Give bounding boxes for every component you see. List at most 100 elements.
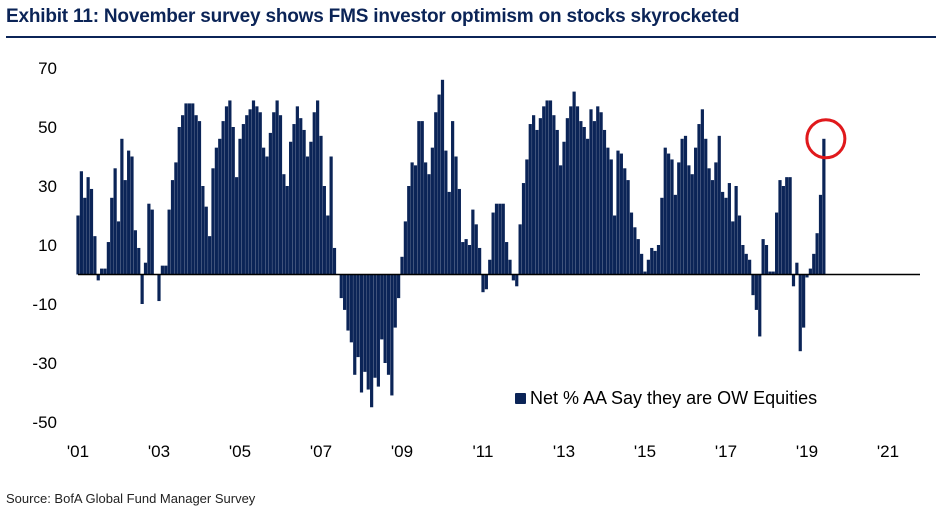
bar	[268, 132, 272, 275]
bar	[319, 135, 323, 275]
bar	[721, 191, 725, 275]
bar	[511, 274, 515, 281]
bar	[521, 183, 526, 275]
x-tick-label: '13	[553, 442, 575, 461]
bar	[238, 138, 242, 275]
bar	[683, 135, 688, 275]
bar	[457, 188, 461, 275]
bar	[106, 242, 110, 275]
y-tick-label: 50	[38, 118, 57, 137]
bar	[505, 242, 509, 275]
bar	[181, 115, 185, 275]
bar	[208, 236, 212, 275]
bar	[289, 141, 293, 275]
bar	[586, 138, 590, 275]
highlight-circle	[805, 118, 847, 160]
bar	[623, 168, 627, 275]
bar	[137, 247, 141, 275]
bar	[370, 274, 374, 408]
bar	[552, 115, 556, 275]
bar	[822, 138, 826, 275]
bar	[140, 274, 144, 304]
bar	[808, 268, 812, 275]
bar	[255, 106, 259, 275]
bar	[741, 245, 745, 275]
bar	[454, 156, 458, 275]
bar	[791, 274, 796, 287]
bar	[164, 265, 168, 275]
bar	[602, 129, 607, 275]
bar	[150, 209, 154, 275]
bar	[157, 274, 161, 302]
bar	[312, 112, 316, 275]
legend-swatch	[515, 393, 526, 404]
bar	[127, 150, 131, 275]
bar	[147, 203, 151, 275]
bar	[245, 115, 249, 275]
bar	[214, 147, 218, 275]
bar	[262, 147, 266, 275]
bar	[437, 94, 441, 275]
bar	[606, 147, 610, 275]
bar	[555, 129, 559, 275]
bars	[76, 79, 826, 408]
bar	[177, 127, 181, 275]
bar	[120, 138, 124, 275]
bar	[818, 194, 823, 275]
bar	[251, 100, 256, 275]
bar	[410, 162, 414, 275]
bar	[407, 186, 411, 275]
bar	[346, 274, 350, 331]
bar	[629, 212, 634, 275]
bar	[393, 274, 397, 328]
y-tick-label: -30	[32, 354, 57, 373]
bar	[805, 274, 809, 278]
bar	[413, 165, 418, 275]
bar	[596, 106, 600, 275]
bar	[430, 147, 434, 275]
bar	[228, 100, 232, 275]
bar	[403, 221, 407, 275]
bar	[184, 103, 188, 275]
legend: Net % AA Say they are OW Equities	[515, 388, 817, 408]
bar	[643, 271, 647, 275]
bar	[397, 274, 401, 299]
bar	[717, 135, 721, 275]
bar	[761, 239, 765, 275]
bar	[535, 129, 539, 275]
bar	[670, 159, 674, 275]
bar	[731, 221, 735, 275]
bar	[663, 147, 667, 275]
bar	[802, 274, 806, 328]
bar	[775, 212, 779, 275]
bar	[386, 274, 391, 375]
bar	[589, 109, 593, 275]
y-tick-label: 10	[38, 236, 57, 255]
bar	[616, 150, 620, 275]
bar	[272, 112, 276, 275]
x-tick-label: '19	[796, 442, 818, 461]
bar	[707, 168, 711, 275]
bar	[349, 274, 353, 343]
bar	[218, 138, 222, 275]
bar	[528, 124, 532, 275]
x-tick-label: '05	[229, 442, 251, 461]
x-tick-label: '01	[67, 442, 89, 461]
bar	[518, 224, 522, 275]
bar	[191, 103, 195, 275]
bar	[778, 180, 782, 275]
bar	[609, 159, 613, 275]
x-tick-label: '07	[310, 442, 332, 461]
bar	[363, 274, 367, 372]
bar	[201, 186, 205, 275]
bar	[380, 274, 384, 340]
bar	[795, 262, 799, 275]
bar	[231, 127, 235, 275]
legend-label: Net % AA Say they are OW Equities	[530, 388, 817, 408]
bar	[474, 224, 478, 275]
bar	[748, 259, 752, 275]
x-tick-label: '15	[634, 442, 656, 461]
bar	[248, 109, 252, 275]
bar	[724, 197, 728, 275]
bar	[768, 271, 772, 275]
